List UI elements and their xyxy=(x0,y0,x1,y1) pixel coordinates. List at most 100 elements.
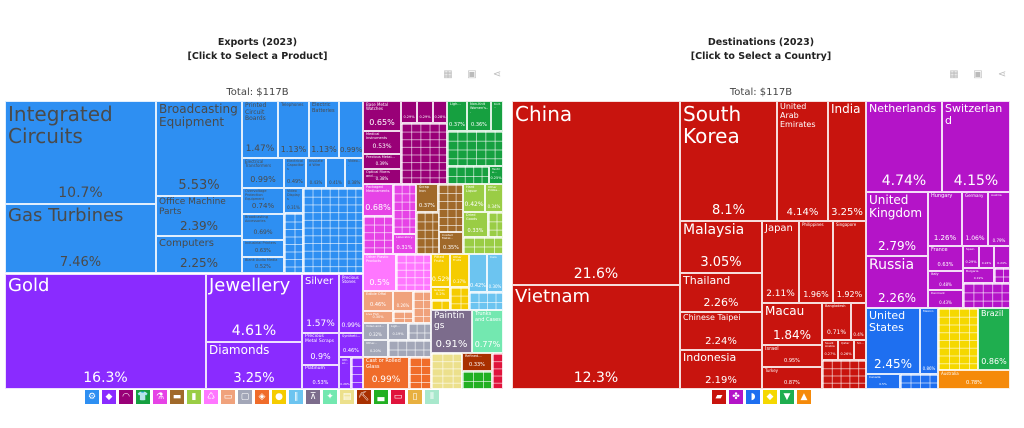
treemap-tile-minor[interactable] xyxy=(963,283,1010,308)
treemap-tile-minor[interactable] xyxy=(409,357,431,389)
weapon-icon[interactable]: ▭ xyxy=(391,390,405,404)
gear-icon[interactable]: ⚙ xyxy=(85,390,99,404)
table-icon[interactable]: ▦ xyxy=(443,69,453,80)
treemap-tile[interactable]: Other Edible... 0.34% xyxy=(485,184,503,212)
treemap-tile[interactable]: Austria 0.79% xyxy=(988,192,1010,246)
treemap-tile[interactable]: Video Displays 0.31% xyxy=(284,188,303,213)
treemap-tile[interactable]: 0.42% xyxy=(469,254,487,292)
treemap-tile[interactable]: Laboratory... 0.31% xyxy=(393,234,416,254)
africa-icon[interactable]: ◆ xyxy=(763,390,777,404)
treemap-tile[interactable]: Electrical Capacitors 0.49% xyxy=(284,158,306,188)
treemap-tile[interactable]: Industrial Printers 0.63% xyxy=(242,240,284,257)
treemap-tile-minor[interactable] xyxy=(401,123,447,184)
treemap-tile[interactable]: Gold 16.3% xyxy=(5,274,206,389)
treemap-tile[interactable]: Optical Fibers and... 0.38% xyxy=(363,169,401,184)
share-icon[interactable]: ⋖ xyxy=(492,69,502,80)
treemap-tile-minor[interactable] xyxy=(492,353,503,389)
treemap-tile[interactable]: Japan 2.11% xyxy=(762,221,799,303)
treemap-tile[interactable]: Knit... xyxy=(491,101,503,131)
pickaxe-icon[interactable]: ⛏ xyxy=(357,390,371,404)
treemap-tile[interactable]: Bangladesh 0.71% xyxy=(822,303,851,340)
treemap-tile[interactable]: Telephones 1.13% xyxy=(278,101,309,158)
europe-icon[interactable]: ✤ xyxy=(729,390,743,404)
treemap-tile-minor[interactable] xyxy=(822,360,866,389)
image-icon[interactable]: ▣ xyxy=(467,69,477,80)
treemap-tile[interactable]: Overvoltage Protection Equipment 0.74% xyxy=(242,188,284,214)
treemap-tile[interactable]: Scrap Iron 0.37% xyxy=(416,184,438,212)
treemap-tile-minor[interactable] xyxy=(447,166,489,184)
treemap-tile[interactable]: Electric Batteries 1.13% xyxy=(309,101,339,158)
treemap-tile-minor[interactable] xyxy=(431,353,462,389)
treemap-tile[interactable]: United Arab Emirates 4.14% xyxy=(777,101,828,221)
treemap-tile[interactable]: 0.99% xyxy=(339,101,363,158)
table-icon[interactable]: ▦ xyxy=(949,69,959,80)
treemap-tile[interactable]: Precious Metal... 0.39% xyxy=(363,154,401,169)
treemap-tile[interactable]: Brazil 0.86% xyxy=(978,308,1010,370)
treemap-tile[interactable]: 0.28% xyxy=(433,101,447,123)
treemap-tile[interactable]: Precious Stones 0.99% xyxy=(339,274,363,333)
treemap-tile-minor[interactable] xyxy=(388,340,431,357)
treemap-tile[interactable]: Australia 0.78% xyxy=(938,370,1010,389)
treemap-tile[interactable]: Malaysia 3.05% xyxy=(680,221,762,273)
treemap-tile[interactable]: 0.4% xyxy=(851,303,866,340)
treemap-tile[interactable]: Base Metal Watches 0.65% xyxy=(363,101,401,131)
treemap-tile[interactable]: Integrated Circuits 10.7% xyxy=(5,101,156,204)
treemap-tile[interactable]: Live Fish 0.30% xyxy=(363,311,393,323)
fruit-icon[interactable]: ● xyxy=(272,390,286,404)
treemap-tile[interactable]: Ligh... 0.37% xyxy=(447,101,467,131)
treemap-tile[interactable]: Precious Metal Scraps 0.9% xyxy=(302,333,339,365)
scroll-icon[interactable]: ▤ xyxy=(340,390,354,404)
treemap-tile[interactable]: Computers 2.25% xyxy=(156,236,242,273)
treemap-tile[interactable]: United States 2.45% xyxy=(866,308,920,374)
treemap-tile[interactable]: Syntheti... 0.46% xyxy=(339,333,363,357)
treemap-tile[interactable]: Macau 1.84% xyxy=(762,303,822,345)
treemap-tile[interactable]: Cast or Rolled Glass 0.99% xyxy=(363,357,409,389)
treemap-tile[interactable]: Singapore 1.92% xyxy=(833,221,866,303)
treemap-tile-minor[interactable] xyxy=(450,287,469,310)
treemap-tile-minor[interactable] xyxy=(447,131,503,166)
treemap-tile[interactable]: Thailand 2.26% xyxy=(680,273,762,312)
treemap-tile[interactable]: Packaged Medicaments 0.68% xyxy=(363,184,393,216)
treemap-tile-minor[interactable] xyxy=(488,212,503,237)
treemap-tile[interactable]: Canada 0.5% xyxy=(866,374,900,389)
treemap-tile[interactable]: France 0.63% xyxy=(928,246,963,271)
treemap-tile[interactable]: Germany 1.06% xyxy=(962,192,988,246)
treemap-tile[interactable]: Paintings 0.91% xyxy=(431,310,472,353)
treemap-tile[interactable]: Turkey 0.87% xyxy=(762,367,822,389)
treemap-tile-minor[interactable] xyxy=(393,184,416,234)
treemap-tile-minor[interactable] xyxy=(393,311,413,323)
treemap-tile[interactable]: Other Fruits 0.37% xyxy=(450,254,469,287)
treemap-tile-minor[interactable] xyxy=(462,371,492,389)
treemap-tile[interactable]: Hungary 1.26% xyxy=(928,192,962,246)
treemap-tile[interactable]: Bulgaria 0.19% xyxy=(963,268,994,283)
hide-icon[interactable]: ✦ xyxy=(323,390,337,404)
animal-icon[interactable]: ▭ xyxy=(221,390,235,404)
treemap-tile-minor[interactable] xyxy=(303,188,363,273)
treemap-tile[interactable]: Italy 0.48% xyxy=(928,271,963,290)
jar-icon[interactable]: ▯ xyxy=(408,390,422,404)
treemap-tile-minor[interactable] xyxy=(438,184,463,232)
treemap-tile[interactable]: Trunks and Cases 0.77% xyxy=(472,310,503,353)
recycle-icon[interactable]: ♺ xyxy=(204,390,218,404)
treemap-tile[interactable]: Vietnam 12.3% xyxy=(512,285,680,389)
north-america-icon[interactable]: ◗ xyxy=(746,390,760,404)
select-country-link[interactable]: [Click to Select a Country] xyxy=(690,51,832,62)
treemap-tile-minor[interactable] xyxy=(351,357,363,389)
treemap-tile[interactable]: Dried Goods 0.33% xyxy=(463,212,488,237)
treemap-tile[interactable]: Edible Offal 0.46% xyxy=(363,291,393,311)
treemap-tile-minor[interactable] xyxy=(431,300,450,310)
treemap-tile-minor[interactable] xyxy=(463,237,503,254)
treemap-tile[interactable]: Israel 0.95% xyxy=(762,345,822,367)
treemap-tile[interactable]: Office Machine Parts 2.39% xyxy=(156,196,242,236)
treemap-tile[interactable]: Qatar 0.26% xyxy=(838,340,854,360)
treemap-tile[interactable]: 0.41% xyxy=(326,158,345,188)
treemap-tile[interactable]: 0.24% xyxy=(979,246,994,268)
treemap-tile[interactable]: Platinum 0.53% xyxy=(302,365,339,389)
treemap-tile-minor[interactable] xyxy=(408,323,431,340)
treemap-tile[interactable]: Saudi Arabia 0.27% xyxy=(822,340,838,360)
treemap-tile[interactable]: Other... 0.20% xyxy=(363,340,388,357)
treemap-tile[interactable]: Sri... xyxy=(854,340,866,360)
treemap-tile[interactable]: Hard Liquor 0.42% xyxy=(463,184,485,212)
treemap-tile[interactable]: Denmark 0.43% xyxy=(928,290,963,308)
road-icon[interactable]: ∥ xyxy=(289,390,303,404)
